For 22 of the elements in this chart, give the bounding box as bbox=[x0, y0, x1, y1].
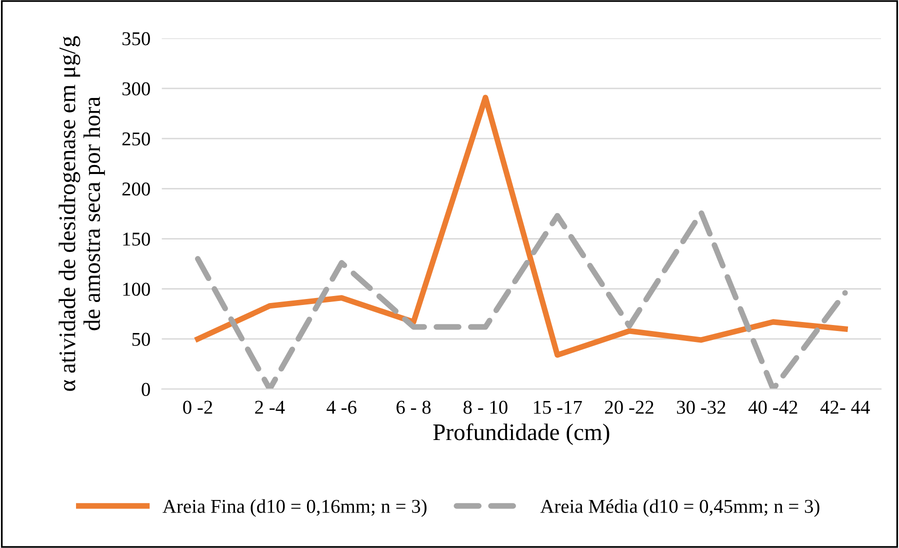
x-tick-label: 8 - 10 bbox=[464, 400, 508, 414]
x-tick-label: 40 -42 bbox=[748, 400, 798, 414]
x-axis-title: Profundidade (cm) bbox=[433, 423, 610, 446]
x-tick-label: 6 - 8 bbox=[396, 400, 431, 414]
legend-label: Areia Fina (d10 = 0,16mm; n = 3) bbox=[162, 499, 427, 517]
x-tick-label: 15 -17 bbox=[534, 400, 582, 414]
x-tick-label: 0 -2 bbox=[183, 400, 212, 414]
y-tick-label: 100 bbox=[123, 282, 150, 296]
y-tick-label: 50 bbox=[132, 332, 150, 346]
x-tick-label: 2 -4 bbox=[255, 400, 285, 414]
x-tick-label: 30 -32 bbox=[677, 400, 726, 414]
legend-label: Areia Média (d10 = 0,45mm; n = 3) bbox=[540, 499, 820, 517]
y-tick-label: 150 bbox=[123, 232, 150, 246]
x-tick-label: 4 -6 bbox=[326, 400, 356, 414]
x-tick-label: 42- 44 bbox=[820, 400, 870, 414]
y-tick-label: 200 bbox=[122, 182, 150, 196]
y-tick-label: 350 bbox=[122, 32, 150, 46]
x-tick-label: 20 -22 bbox=[605, 400, 654, 414]
y-tick-label: 300 bbox=[122, 82, 150, 96]
y-tick-label: 250 bbox=[122, 132, 150, 146]
y-tick-label: 0 bbox=[142, 382, 150, 396]
y-axis-title: α atividade de desidrogenase em μg/g de amostra seca por hora bbox=[58, 36, 105, 391]
